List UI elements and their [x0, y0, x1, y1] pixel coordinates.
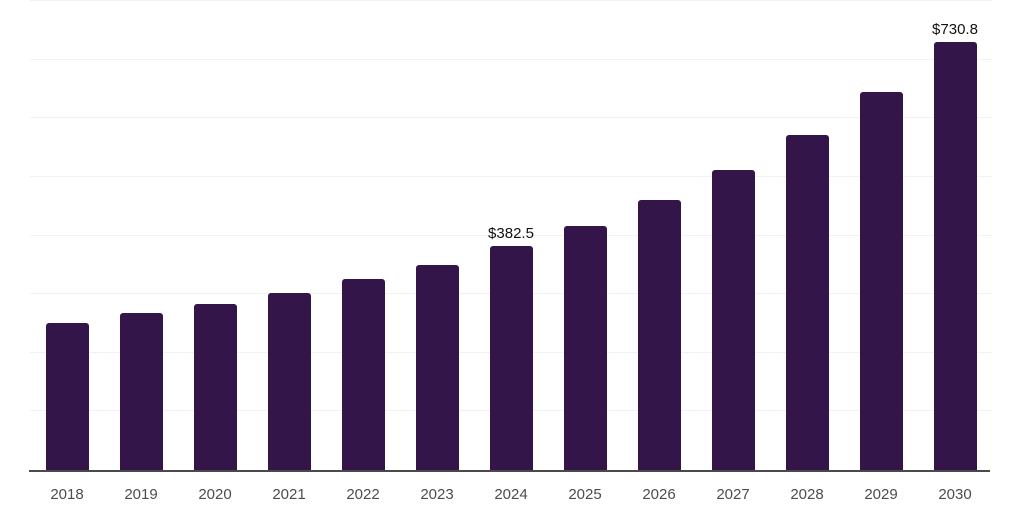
x-axis-label-2029: 2029 [864, 485, 898, 503]
gridline-800 [30, 0, 992, 1]
x-axis-label-2027: 2027 [716, 485, 750, 503]
x-axis-label-2028: 2028 [790, 485, 824, 503]
x-axis-label-2019: 2019 [124, 485, 158, 503]
bar-2023 [415, 265, 459, 470]
bar-2022 [341, 279, 385, 470]
bar-slot-2030: $730.8 [918, 1, 992, 470]
bar-slot-2020 [178, 1, 252, 470]
bar-slot-2021 [252, 1, 326, 470]
x-axis-label-2021: 2021 [272, 485, 306, 503]
x-axis-line [29, 470, 990, 472]
x-axis-label-2026: 2026 [642, 485, 676, 503]
x-axis-label-2020: 2020 [198, 485, 232, 503]
gridline-700 [30, 58, 992, 60]
x-axis-label-2023: 2023 [420, 485, 454, 503]
bar-2018 [45, 322, 89, 470]
bar-2029 [859, 91, 903, 470]
bar-slot-2027 [696, 1, 770, 470]
bar-slot-2022 [326, 1, 400, 470]
bar-slot-2023 [400, 1, 474, 470]
bar-slot-2029 [844, 1, 918, 470]
x-axis-label-2022: 2022 [346, 485, 380, 503]
bars: $382.5 $730.8 [30, 1, 992, 470]
x-axis-label-2030: 2030 [938, 485, 972, 503]
bar-2025 [563, 225, 607, 470]
bar-slot-2019 [104, 1, 178, 470]
gridline-500 [30, 175, 992, 177]
bar-value-label-2024: $382.5 [488, 224, 534, 242]
bar-2027 [711, 169, 755, 470]
x-axis-label-2018: 2018 [50, 485, 84, 503]
x-axis-label-2025: 2025 [568, 485, 602, 503]
bar-slot-2024: $382.5 [474, 1, 548, 470]
gridline-600 [30, 117, 992, 119]
bar-2028 [785, 135, 829, 470]
bar-2021 [267, 292, 311, 470]
x-axis-label-2024: 2024 [494, 485, 528, 503]
bar-2030: $730.8 [932, 22, 978, 470]
bar-slot-2025 [548, 1, 622, 470]
bar-2019 [119, 313, 163, 470]
plot-area: $382.5 $730.8 [29, 0, 992, 472]
bar-slot-2026 [622, 1, 696, 470]
x-axis-labels: 2018 2019 2020 2021 2022 2023 2024 2025 2026 2027… [30, 470, 992, 512]
bar-value-label-2030: $730.8 [932, 20, 978, 38]
bar-slot-2018 [30, 1, 104, 470]
bar-slot-2028 [770, 1, 844, 470]
gridline-400 [30, 234, 992, 236]
bar-2026 [637, 199, 681, 470]
bar-2024: $382.5 [488, 226, 534, 470]
bar-2020 [193, 303, 237, 470]
